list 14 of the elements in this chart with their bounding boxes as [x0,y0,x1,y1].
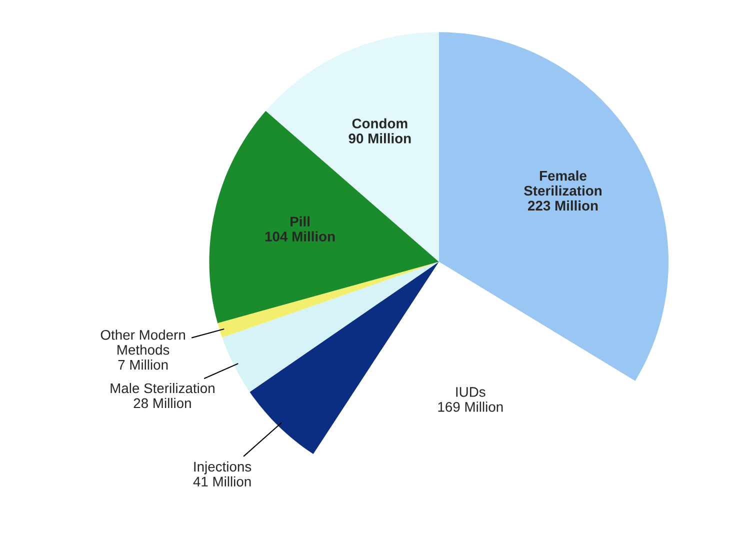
data-label: 169 Million [438,402,503,412]
slice-label: Condom [352,118,408,128]
data-label: 28 Million [134,398,191,408]
data-label: 104 Million [265,231,335,242]
slice-label: IUDs [456,387,486,397]
slice-label: Male Sterilization [110,382,214,394]
slice-label: Injections [194,461,252,474]
data-label: 90 Million [348,133,411,144]
slice-label: Other Modern Methods [100,330,185,355]
slice-label: Female Sterilization [524,170,602,196]
data-label: 7 Million [118,360,168,370]
data-label: 223 Million [528,200,598,211]
data-label: 41 Million [193,476,251,487]
slice-label: Pill [290,216,310,226]
